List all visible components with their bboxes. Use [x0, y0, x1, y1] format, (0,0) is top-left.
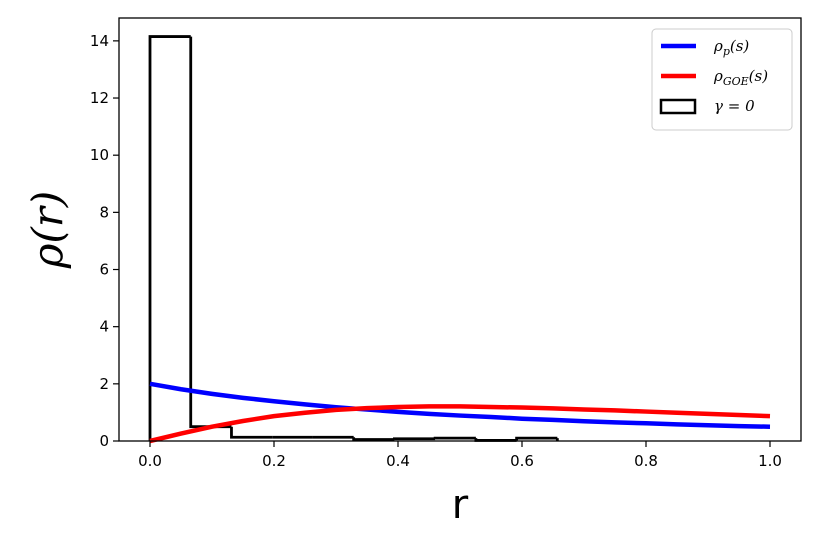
- series-layer: [148, 35, 771, 444]
- x-tick-label: 0.2: [262, 452, 286, 470]
- legend-label: ρGOE(s): [713, 67, 768, 88]
- legend-label-main: ρ: [713, 37, 723, 55]
- legend-label-tail: (s): [749, 67, 769, 85]
- x-axis-label: r: [452, 482, 469, 528]
- y-tick-label: 8: [99, 203, 109, 221]
- legend-label: γ = 0: [714, 97, 755, 115]
- y-axis-label: ρ(r): [23, 191, 72, 270]
- x-tick-label: 0.8: [634, 452, 658, 470]
- series-line-0: [149, 381, 771, 429]
- legend-label-tail: (s): [730, 37, 750, 55]
- legend-item: ρp(s): [661, 37, 749, 58]
- x-tick-label: 1.0: [758, 452, 782, 470]
- y-tick-label: 4: [99, 318, 109, 336]
- histogram-series: [148, 35, 559, 442]
- y-tick-label: 12: [90, 89, 109, 107]
- legend-label: ρp(s): [713, 37, 749, 58]
- legend-label-main: γ = 0: [714, 97, 755, 115]
- histogram-bar: [352, 437, 395, 441]
- legend-label-main: ρ: [713, 67, 723, 85]
- series-line-1: [149, 404, 771, 444]
- x-tick-label: 0.6: [510, 452, 534, 470]
- x-tick-label: 0.0: [138, 452, 162, 470]
- x-axis: 0.0 0.2 0.4 0.6 0.8 1.0: [138, 441, 782, 470]
- histogram-bar: [230, 426, 273, 439]
- legend-item: ρGOE(s): [661, 67, 768, 88]
- plot-frame: [118, 17, 802, 442]
- x-tick-label: 0.4: [386, 452, 410, 470]
- legend-label-subscript: GOE: [723, 75, 749, 88]
- histogram-bar: [433, 436, 476, 440]
- legend-box: [651, 28, 793, 131]
- y-tick-label: 0: [99, 432, 109, 450]
- y-axis: 0 2 4 6 8 10 12 14: [90, 32, 119, 450]
- y-tick-label: 6: [99, 261, 109, 279]
- legend-item: γ = 0: [659, 97, 755, 115]
- histogram-bar: [393, 437, 436, 441]
- y-tick-label: 10: [90, 146, 109, 164]
- y-tick-label: 2: [99, 375, 109, 393]
- legend-label-subscript: p: [723, 45, 730, 58]
- legend-swatch-box: [659, 98, 697, 115]
- histogram-bar: [148, 35, 191, 441]
- histogram-bar: [515, 436, 558, 441]
- y-tick-label: 14: [90, 32, 109, 50]
- legend: ρp(s)ρGOE(s)γ = 0: [651, 28, 793, 131]
